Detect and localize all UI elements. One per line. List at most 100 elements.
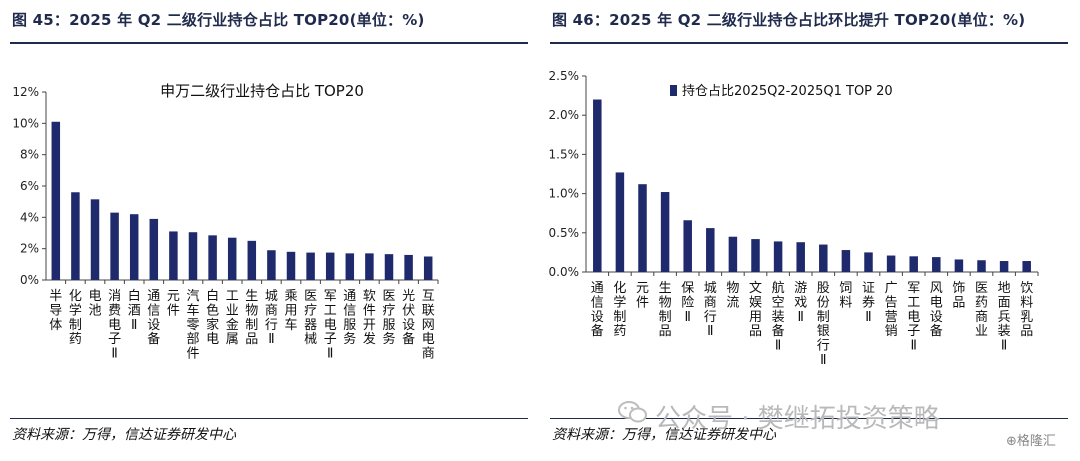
bar	[999, 261, 1009, 272]
x-tick-label: 通信服务	[343, 289, 356, 347]
right-figure-panel: 图 46：2025 年 Q2 二级行业持仓占比环比提升 TOP20(单位：%) …	[540, 0, 1080, 461]
bar	[841, 250, 851, 272]
y-tick-label: 8%	[20, 148, 39, 162]
x-tick-label: 饲料	[839, 281, 852, 310]
left-figure-panel: 图 45：2025 年 Q2 二级行业持仓占比 TOP20(单位：%) 0% 2%…	[10, 11, 528, 443]
y-tick-label: 2%	[20, 242, 39, 256]
right-source-note: 资料来源：万得，信达证券研发中心	[552, 427, 776, 443]
bar	[227, 237, 237, 280]
x-tick-label: 通信设备	[591, 281, 604, 339]
x-tick-label: 白酒 Ⅱ	[128, 288, 141, 333]
watermark-text: 公众号 · 樊继拓投资策略	[655, 404, 940, 434]
x-tick-label: 物流	[726, 281, 739, 310]
bar	[615, 172, 625, 272]
x-tick-label: 保险 Ⅱ	[681, 281, 694, 325]
bar	[384, 254, 394, 280]
y-tick-label: 1.5%	[549, 147, 580, 161]
bar	[1022, 261, 1031, 272]
logo-text: 格隆汇	[1016, 434, 1056, 449]
bar	[819, 244, 828, 272]
x-tick-label: 股份制银行 Ⅱ	[817, 281, 830, 368]
wechat-icon	[618, 401, 647, 423]
logo-icon: ⊕	[1006, 434, 1017, 449]
x-tick-label: 证券 Ⅱ	[862, 281, 875, 325]
x-tick-label: 饮料乳品	[1020, 281, 1033, 339]
right-title-rule	[550, 42, 1068, 44]
bar	[325, 252, 335, 280]
bar	[706, 228, 715, 272]
x-tick-label: 城商行 Ⅱ	[704, 281, 717, 339]
left-title-rule	[10, 42, 528, 44]
x-tick-label: 元件	[167, 289, 180, 318]
y-tick-label: 1.0%	[549, 187, 580, 201]
x-tick-label: 医疗器械	[304, 289, 317, 347]
x-tick-label: 广告营销	[885, 281, 898, 339]
bar	[306, 252, 315, 280]
bar	[932, 257, 941, 272]
right-source-rule	[550, 418, 1068, 419]
bar	[909, 256, 918, 272]
x-tick-label: 航空装备 Ⅱ	[772, 280, 785, 354]
legend-label: 持仓占比2025Q2-2025Q1 TOP 20	[682, 84, 893, 99]
bar	[286, 251, 296, 280]
bar	[71, 192, 80, 280]
y-tick-label: 12%	[12, 85, 39, 99]
x-tick-label: 消费电子 Ⅱ	[108, 289, 121, 362]
bar	[169, 231, 178, 280]
bar	[90, 199, 100, 280]
y-tick-label: 0.5%	[549, 226, 580, 240]
bar	[404, 254, 413, 280]
bar	[638, 184, 647, 272]
x-tick-label: 医药商业	[975, 281, 988, 339]
x-tick-label: 化学制药	[69, 289, 82, 347]
legend-swatch	[670, 85, 677, 96]
chart-title: 申万二级行业持仓占比 TOP20	[160, 82, 364, 100]
x-tick-label: 军工电子 Ⅱ	[324, 289, 337, 362]
x-tick-label: 地面兵装 Ⅱ	[998, 281, 1011, 354]
bar	[267, 250, 276, 280]
x-tick-label: 半导体	[49, 289, 62, 333]
right-bar-chart: 0.0% 0.5% 1.0% 1.5% 2.0% 2.5% 通信设备化学制药元件生物制品保险…	[549, 69, 1039, 368]
x-tick-label: 光伏设备	[402, 289, 415, 347]
y-tick-label: 0.0%	[549, 265, 580, 279]
y-tick-label: 4%	[20, 210, 39, 224]
left-source-note: 资料来源：万得，信达证券研发中心	[12, 427, 236, 443]
bar	[423, 256, 433, 280]
bar	[247, 240, 257, 280]
bar	[954, 259, 964, 272]
bar	[977, 260, 986, 272]
bar	[51, 121, 61, 281]
bar	[796, 242, 805, 272]
x-tick-label: 城商行 Ⅱ	[265, 289, 278, 347]
bar	[593, 99, 602, 272]
bar	[110, 212, 119, 280]
bar	[345, 253, 355, 280]
bar	[773, 241, 783, 272]
x-tick-label: 风电设备	[930, 281, 943, 339]
x-tick-label: 互联网电商	[422, 289, 435, 362]
y-tick-label: 2.5%	[549, 69, 580, 83]
y-tick-label: 6%	[20, 179, 39, 193]
x-tick-label: 工业金属	[226, 289, 239, 347]
bar	[208, 235, 217, 280]
x-tick-label: 生物制品	[245, 289, 258, 347]
right-figure-title: 图 46：2025 年 Q2 二级行业持仓占比环比提升 TOP20(单位：%)	[552, 11, 1026, 29]
x-tick-label: 饰品	[952, 281, 965, 310]
bar	[149, 218, 159, 280]
x-tick-label: 电池	[88, 289, 101, 318]
bar	[660, 192, 670, 272]
x-tick-label: 文娱用品	[749, 281, 762, 339]
y-tick-label: 0%	[20, 273, 39, 287]
watermark-logo: ⊕格隆汇	[1006, 430, 1056, 449]
bar	[751, 239, 760, 272]
x-tick-label: 游戏 Ⅱ	[794, 281, 807, 325]
x-tick-label: 医疗服务	[382, 289, 395, 347]
x-tick-label: 军工电子 Ⅱ	[907, 281, 920, 354]
y-tick-label: 10%	[12, 116, 39, 130]
bar	[864, 252, 873, 272]
bar	[365, 253, 374, 280]
bar	[188, 232, 198, 280]
bar	[129, 214, 139, 280]
x-tick-label: 元件	[636, 281, 649, 310]
